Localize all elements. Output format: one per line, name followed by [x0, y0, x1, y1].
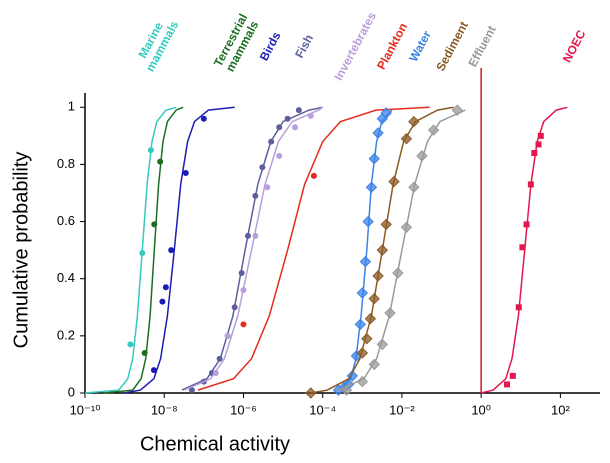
x-tick-label: 10⁻⁸ [151, 402, 178, 417]
marker [231, 304, 238, 311]
marker [127, 341, 134, 348]
series-line [103, 106, 184, 394]
y-tick-label: 1 [68, 99, 75, 114]
marker [212, 370, 219, 376]
series-line [181, 106, 323, 391]
x-tick-label: 10⁻⁴ [309, 402, 336, 417]
marker [364, 313, 377, 325]
x-tick-label: 10⁻² [389, 402, 415, 417]
marker [408, 115, 420, 128]
marker [392, 267, 404, 279]
y-tick-label: 0.8 [57, 156, 75, 171]
marker [376, 244, 389, 256]
marker [368, 293, 380, 305]
marker [139, 250, 146, 256]
marker [252, 232, 259, 239]
marker [362, 215, 374, 228]
y-tick-label: 0 [68, 384, 75, 399]
marker [416, 150, 428, 162]
marker [200, 115, 207, 122]
marker [356, 347, 369, 359]
marker [359, 255, 372, 268]
marker [141, 350, 148, 356]
marker [264, 184, 271, 191]
x-tick-label: 10⁰ [471, 402, 491, 417]
x-tick-label: 10⁻¹⁰ [70, 402, 101, 417]
marker [224, 332, 231, 339]
marker [284, 115, 291, 122]
marker [276, 124, 283, 131]
x-tick-label: 10² [551, 402, 570, 417]
marker [509, 372, 516, 379]
marker [188, 387, 195, 394]
marker [361, 333, 373, 345]
marker [356, 375, 369, 388]
marker [535, 141, 542, 148]
marker [372, 270, 384, 282]
marker [340, 384, 353, 396]
marker [216, 355, 223, 362]
marker [259, 164, 266, 171]
marker [240, 287, 247, 294]
marker [182, 170, 189, 176]
marker [380, 218, 392, 231]
marker [451, 104, 464, 116]
marker [523, 221, 530, 228]
marker [238, 270, 245, 276]
marker [162, 284, 169, 291]
marker [295, 107, 302, 114]
y-tick-label: 0.6 [57, 213, 75, 228]
series-line [124, 106, 235, 394]
marker [157, 158, 164, 165]
marker [356, 287, 369, 299]
y-axis-label: Cumulative probability [10, 152, 32, 349]
marker [380, 107, 392, 119]
x-axis-label: Chemical activity [140, 433, 290, 455]
marker [276, 152, 283, 159]
marker [372, 127, 384, 139]
marker [368, 358, 380, 371]
x-tick-label: 10⁻⁶ [230, 402, 257, 417]
marker [292, 124, 299, 131]
marker [244, 232, 251, 239]
marker [504, 381, 511, 388]
marker [400, 133, 413, 145]
marker [365, 181, 378, 193]
y-tick-label: 0.4 [57, 270, 75, 285]
marker [305, 387, 317, 399]
marker [400, 221, 413, 233]
marker [307, 112, 314, 119]
marker [268, 138, 275, 145]
marker [376, 338, 389, 351]
marker [168, 247, 175, 254]
marker [159, 298, 166, 305]
marker [310, 172, 317, 179]
marker [537, 132, 544, 139]
series-line [197, 106, 430, 391]
marker [515, 304, 522, 311]
marker [408, 181, 420, 193]
marker [240, 321, 247, 328]
marker [151, 221, 158, 228]
marker [527, 181, 534, 188]
marker [150, 367, 157, 374]
marker [252, 192, 259, 199]
marker [354, 318, 367, 331]
marker [531, 150, 538, 156]
y-tick-label: 0.2 [57, 327, 75, 342]
marker [368, 153, 380, 165]
marker [384, 307, 396, 319]
marker [388, 175, 400, 188]
marker [427, 124, 440, 136]
series-line [183, 106, 324, 391]
marker [519, 244, 526, 251]
marker [147, 147, 154, 154]
